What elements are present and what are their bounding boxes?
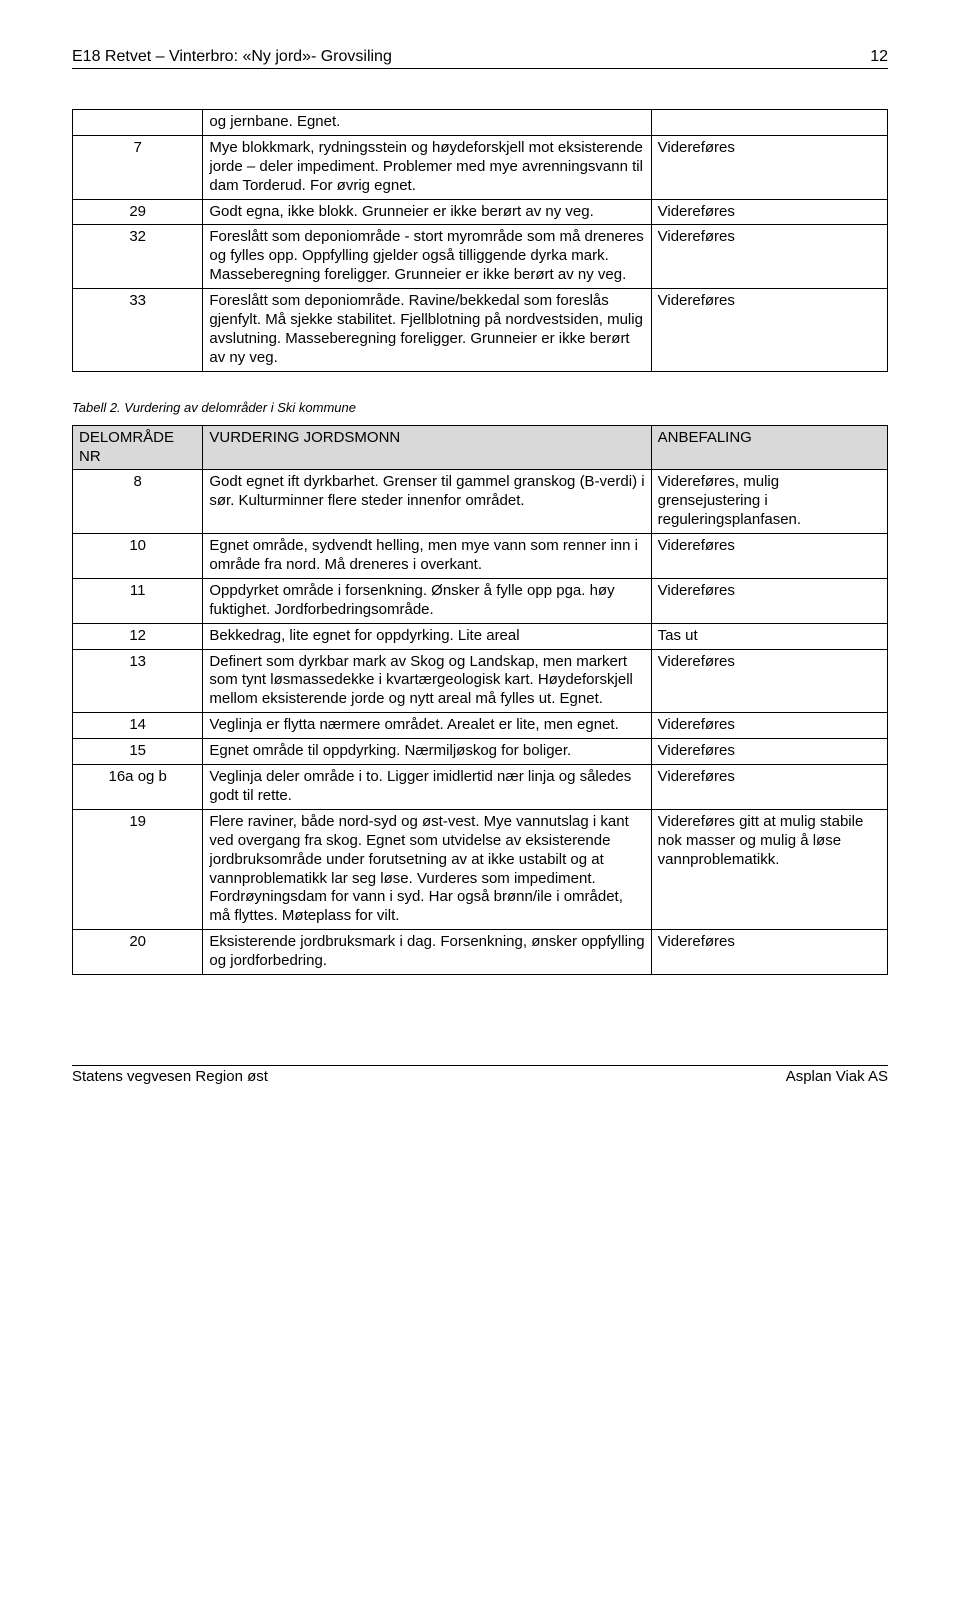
cell-nr: 10 bbox=[73, 534, 203, 579]
table-2: DELOMRÅDE NR VURDERING JORDSMONN ANBEFAL… bbox=[72, 425, 888, 975]
cell-rec: Videreføres bbox=[651, 289, 887, 372]
table-row: 13Definert som dyrkbar mark av Skog og L… bbox=[73, 649, 888, 713]
header-page-number: 12 bbox=[870, 48, 888, 66]
cell-nr: 33 bbox=[73, 289, 203, 372]
header-title: E18 Retvet – Vinterbro: «Ny jord»- Grovs… bbox=[72, 48, 392, 66]
cell-nr: 13 bbox=[73, 649, 203, 713]
cell-nr: 8 bbox=[73, 470, 203, 534]
cell-nr: 15 bbox=[73, 739, 203, 765]
cell-nr bbox=[73, 110, 203, 136]
table-2-header-nr: DELOMRÅDE NR bbox=[73, 425, 203, 470]
cell-desc: Foreslått som deponiområde - stort myrom… bbox=[203, 225, 651, 289]
page-header: E18 Retvet – Vinterbro: «Ny jord»- Grovs… bbox=[72, 48, 888, 69]
table-row: 16a og bVeglinja deler område i to. Ligg… bbox=[73, 765, 888, 810]
table-row: og jernbane. Egnet. bbox=[73, 110, 888, 136]
cell-desc: Egnet område, sydvendt helling, men mye … bbox=[203, 534, 651, 579]
cell-rec: Videreføres gitt at mulig stabile nok ma… bbox=[651, 809, 887, 929]
cell-rec: Videreføres bbox=[651, 135, 887, 199]
cell-nr: 16a og b bbox=[73, 765, 203, 810]
cell-desc: Godt egna, ikke blokk. Grunneier er ikke… bbox=[203, 199, 651, 225]
table-row: 19Flere raviner, både nord-syd og øst-ve… bbox=[73, 809, 888, 929]
table-row: 10Egnet område, sydvendt helling, men my… bbox=[73, 534, 888, 579]
cell-desc: Veglinja er flytta nærmere området. Area… bbox=[203, 713, 651, 739]
cell-rec bbox=[651, 110, 887, 136]
cell-rec: Videreføres bbox=[651, 765, 887, 810]
cell-desc: og jernbane. Egnet. bbox=[203, 110, 651, 136]
cell-desc: Godt egnet ift dyrkbarhet. Grenser til g… bbox=[203, 470, 651, 534]
table-1: og jernbane. Egnet.7Mye blokkmark, rydni… bbox=[72, 109, 888, 372]
cell-rec: Videreføres bbox=[651, 713, 887, 739]
cell-desc: Egnet område til oppdyrking. Nærmiljøsko… bbox=[203, 739, 651, 765]
cell-rec: Videreføres bbox=[651, 534, 887, 579]
table-2-caption: Tabell 2. Vurdering av delområder i Ski … bbox=[72, 400, 888, 415]
cell-desc: Mye blokkmark, rydningsstein og høydefor… bbox=[203, 135, 651, 199]
table-row: 33Foreslått som deponiområde. Ravine/bek… bbox=[73, 289, 888, 372]
footer-right: Asplan Viak AS bbox=[786, 1068, 888, 1085]
cell-desc: Definert som dyrkbar mark av Skog og Lan… bbox=[203, 649, 651, 713]
table-row: 15Egnet område til oppdyrking. Nærmiljøs… bbox=[73, 739, 888, 765]
table-row: 14Veglinja er flytta nærmere området. Ar… bbox=[73, 713, 888, 739]
table-row: 11Oppdyrket område i forsenkning. Ønsker… bbox=[73, 578, 888, 623]
cell-nr: 32 bbox=[73, 225, 203, 289]
cell-desc: Eksisterende jordbruksmark i dag. Forsen… bbox=[203, 930, 651, 975]
table-2-header-row: DELOMRÅDE NR VURDERING JORDSMONN ANBEFAL… bbox=[73, 425, 888, 470]
cell-desc: Bekkedrag, lite egnet for oppdyrking. Li… bbox=[203, 623, 651, 649]
table-row: 7Mye blokkmark, rydningsstein og høydefo… bbox=[73, 135, 888, 199]
cell-nr: 19 bbox=[73, 809, 203, 929]
page-footer: Statens vegvesen Region øst Asplan Viak … bbox=[72, 1065, 888, 1085]
cell-nr: 12 bbox=[73, 623, 203, 649]
table-row: 20Eksisterende jordbruksmark i dag. Fors… bbox=[73, 930, 888, 975]
cell-rec: Videreføres bbox=[651, 649, 887, 713]
cell-desc: Oppdyrket område i forsenkning. Ønsker å… bbox=[203, 578, 651, 623]
table-row: 8Godt egnet ift dyrkbarhet. Grenser til … bbox=[73, 470, 888, 534]
table-2-header-desc: VURDERING JORDSMONN bbox=[203, 425, 651, 470]
cell-nr: 7 bbox=[73, 135, 203, 199]
cell-rec: Videreføres bbox=[651, 225, 887, 289]
cell-rec: Videreføres bbox=[651, 199, 887, 225]
cell-desc: Flere raviner, både nord-syd og øst-vest… bbox=[203, 809, 651, 929]
table-row: 12Bekkedrag, lite egnet for oppdyrking. … bbox=[73, 623, 888, 649]
cell-rec: Videreføres bbox=[651, 578, 887, 623]
cell-rec: Videreføres bbox=[651, 739, 887, 765]
table-row: 29Godt egna, ikke blokk. Grunneier er ik… bbox=[73, 199, 888, 225]
cell-rec: Videreføres, mulig grensejustering i reg… bbox=[651, 470, 887, 534]
table-2-header-rec: ANBEFALING bbox=[651, 425, 887, 470]
cell-nr: 14 bbox=[73, 713, 203, 739]
cell-desc: Foreslått som deponiområde. Ravine/bekke… bbox=[203, 289, 651, 372]
cell-rec: Videreføres bbox=[651, 930, 887, 975]
table-row: 32Foreslått som deponiområde - stort myr… bbox=[73, 225, 888, 289]
cell-nr: 20 bbox=[73, 930, 203, 975]
page: E18 Retvet – Vinterbro: «Ny jord»- Grovs… bbox=[0, 0, 960, 1117]
footer-left: Statens vegvesen Region øst bbox=[72, 1068, 268, 1085]
cell-desc: Veglinja deler område i to. Ligger imidl… bbox=[203, 765, 651, 810]
cell-nr: 29 bbox=[73, 199, 203, 225]
cell-rec: Tas ut bbox=[651, 623, 887, 649]
cell-nr: 11 bbox=[73, 578, 203, 623]
